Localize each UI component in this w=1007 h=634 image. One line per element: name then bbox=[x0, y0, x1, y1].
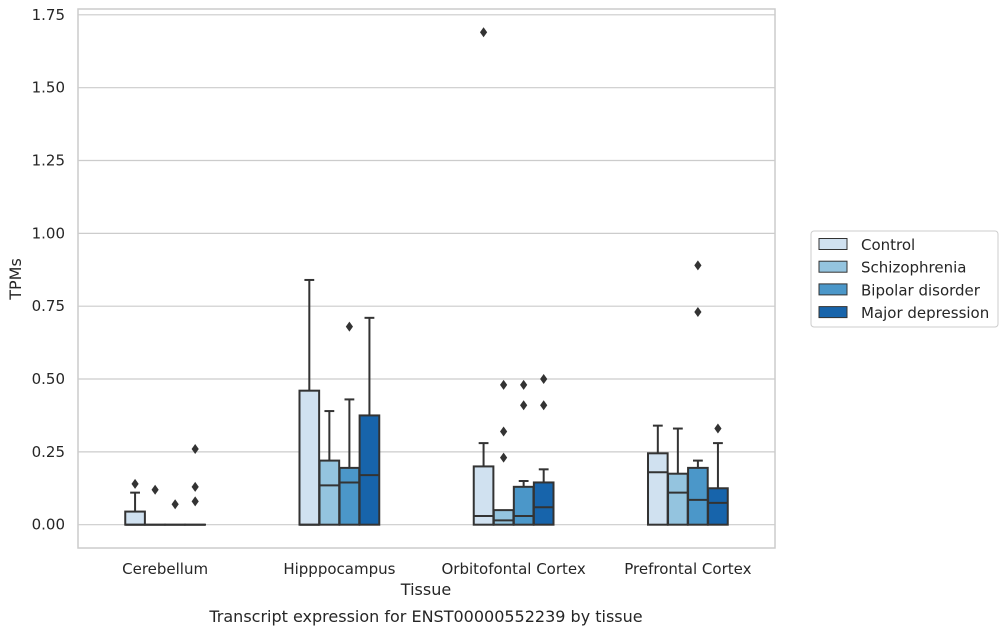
outlier-marker bbox=[540, 400, 548, 411]
box bbox=[298, 389, 321, 526]
y-tick-label: 1.00 bbox=[32, 224, 65, 242]
box-group bbox=[184, 443, 207, 526]
box-group bbox=[707, 423, 729, 526]
boxes bbox=[124, 27, 729, 526]
plot-background bbox=[78, 9, 775, 548]
legend-label: Major depression bbox=[861, 304, 989, 322]
y-tick-label: 1.50 bbox=[32, 79, 65, 97]
outlier-marker bbox=[131, 478, 139, 489]
x-tick-label: Cerebellum bbox=[122, 560, 208, 578]
box bbox=[687, 466, 709, 526]
outlier-marker bbox=[540, 374, 548, 385]
box-group bbox=[298, 278, 321, 526]
y-tick-label: 0.75 bbox=[32, 297, 65, 315]
box bbox=[646, 452, 669, 526]
legend-label: Schizophrenia bbox=[861, 259, 966, 277]
box bbox=[318, 459, 341, 526]
box-group bbox=[472, 27, 495, 526]
outlier-marker bbox=[500, 452, 508, 463]
outlier-marker bbox=[520, 400, 528, 411]
outlier-marker bbox=[500, 426, 508, 437]
box bbox=[124, 510, 146, 526]
y-tick-label: 0.25 bbox=[32, 443, 65, 461]
y-tick-label: 0.00 bbox=[32, 516, 65, 534]
outlier-marker bbox=[694, 307, 702, 318]
box-group bbox=[532, 374, 555, 526]
outlier-marker bbox=[191, 496, 199, 507]
x-axis-label: Tissue bbox=[400, 580, 451, 599]
outlier-marker bbox=[345, 321, 353, 332]
box bbox=[358, 414, 381, 526]
outlier-marker bbox=[171, 499, 179, 510]
legend-swatch bbox=[818, 238, 848, 250]
chart-caption: Transcript expression for ENST0000055223… bbox=[208, 607, 642, 626]
outlier-marker bbox=[191, 481, 199, 492]
box bbox=[512, 485, 535, 526]
y-tick-label: 0.50 bbox=[32, 370, 65, 388]
legend-label: Control bbox=[861, 236, 915, 254]
box bbox=[707, 487, 729, 526]
y-tick-label: 1.75 bbox=[32, 6, 65, 24]
x-tick-label: Prefrontal Cortex bbox=[624, 560, 751, 578]
outlier-marker bbox=[191, 443, 199, 454]
x-tick-label: Hipppocampus bbox=[283, 560, 395, 578]
outlier-marker bbox=[151, 484, 159, 495]
box bbox=[472, 465, 495, 526]
y-tick-label: 1.25 bbox=[32, 152, 65, 170]
legend: Control Schizophrenia Bipolar disorder Majo… bbox=[810, 230, 999, 328]
outlier-marker bbox=[714, 423, 722, 434]
y-tick-labels: 0.00 0.25 0.50 0.75 1.00 1.25 1.50 1.75 bbox=[32, 6, 65, 534]
box bbox=[667, 472, 689, 526]
plot-frame bbox=[77, 8, 776, 549]
box-group bbox=[144, 484, 166, 526]
outlier-marker bbox=[520, 379, 528, 390]
legend-swatch bbox=[818, 306, 848, 319]
y-axis-label: TPMs bbox=[6, 258, 25, 301]
outlier-marker bbox=[694, 260, 702, 271]
x-tick-labels: Cerebellum Hipppocampus Orbitofontal Corte… bbox=[122, 560, 751, 578]
box-group bbox=[124, 478, 146, 526]
box-group bbox=[512, 379, 535, 526]
box-group bbox=[358, 316, 381, 526]
legend-swatch bbox=[818, 283, 848, 296]
box bbox=[338, 466, 361, 526]
box bbox=[532, 481, 555, 526]
box bbox=[492, 509, 515, 526]
x-tick-label: Orbitofontal Cortex bbox=[442, 560, 586, 578]
outlier-marker bbox=[500, 379, 508, 390]
legend-label: Bipolar disorder bbox=[861, 281, 981, 299]
outlier-marker bbox=[479, 27, 488, 38]
legend-frame bbox=[810, 230, 999, 328]
legend-swatch bbox=[818, 260, 848, 273]
